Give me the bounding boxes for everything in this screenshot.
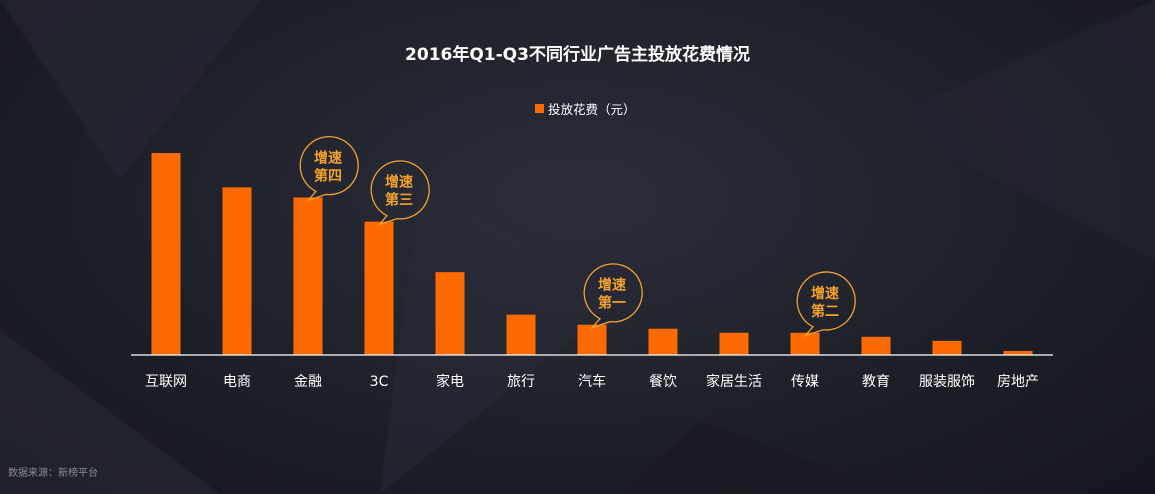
badge-line-1: 增速	[811, 285, 839, 302]
x-tick-label: 传媒	[791, 374, 819, 390]
bar-10	[861, 336, 891, 355]
bar-0	[151, 153, 181, 355]
bar-9	[790, 332, 820, 355]
bar-4	[435, 272, 465, 355]
x-tick-label: 家电	[436, 373, 464, 390]
badge-line-2: 第一	[598, 295, 626, 312]
x-tick-label: 旅行	[507, 374, 535, 390]
x-tick-label: 互联网	[145, 374, 187, 390]
legend-swatch	[535, 104, 544, 113]
bar-8	[719, 332, 749, 355]
x-tick-label: 服装服饰	[919, 374, 975, 390]
badge-bubble	[796, 271, 856, 338]
badge-line-2: 第四	[314, 167, 342, 184]
bar-1	[222, 187, 252, 355]
x-tick-label: 教育	[862, 374, 890, 390]
bar-3	[364, 221, 394, 355]
bar-11	[932, 340, 962, 355]
x-tick-label: 3C	[370, 374, 389, 390]
badge-bubble	[370, 160, 430, 227]
badge-line-1: 增速	[598, 277, 626, 294]
badge-line-1: 增速	[314, 149, 342, 166]
legend-label: 投放花费（元）	[548, 102, 636, 117]
x-tick-label: 餐饮	[649, 374, 677, 390]
bar-5	[506, 314, 536, 355]
x-tick-label: 房地产	[997, 374, 1039, 390]
bar-7	[648, 328, 678, 355]
badge-line-2: 第三	[385, 192, 413, 209]
x-tick-label: 汽车	[578, 373, 606, 390]
badge-line-1: 增速	[385, 174, 413, 191]
badge-bubble	[583, 263, 643, 330]
source-note: 数据来源：新榜平台	[8, 468, 98, 479]
chart-title: 2016年Q1-Q3不同行业广告主投放花费情况	[405, 45, 750, 65]
bar-2	[293, 197, 323, 355]
badge-line-2: 第二	[811, 303, 839, 320]
bar-12	[1003, 350, 1033, 355]
x-tick-label: 电商	[223, 374, 251, 390]
badge-bubble	[299, 136, 359, 202]
x-tick-label: 金融	[294, 374, 322, 390]
bar-6	[577, 324, 607, 355]
x-tick-label: 家居生活	[706, 373, 762, 390]
legend: 投放花费（元）	[535, 99, 636, 118]
